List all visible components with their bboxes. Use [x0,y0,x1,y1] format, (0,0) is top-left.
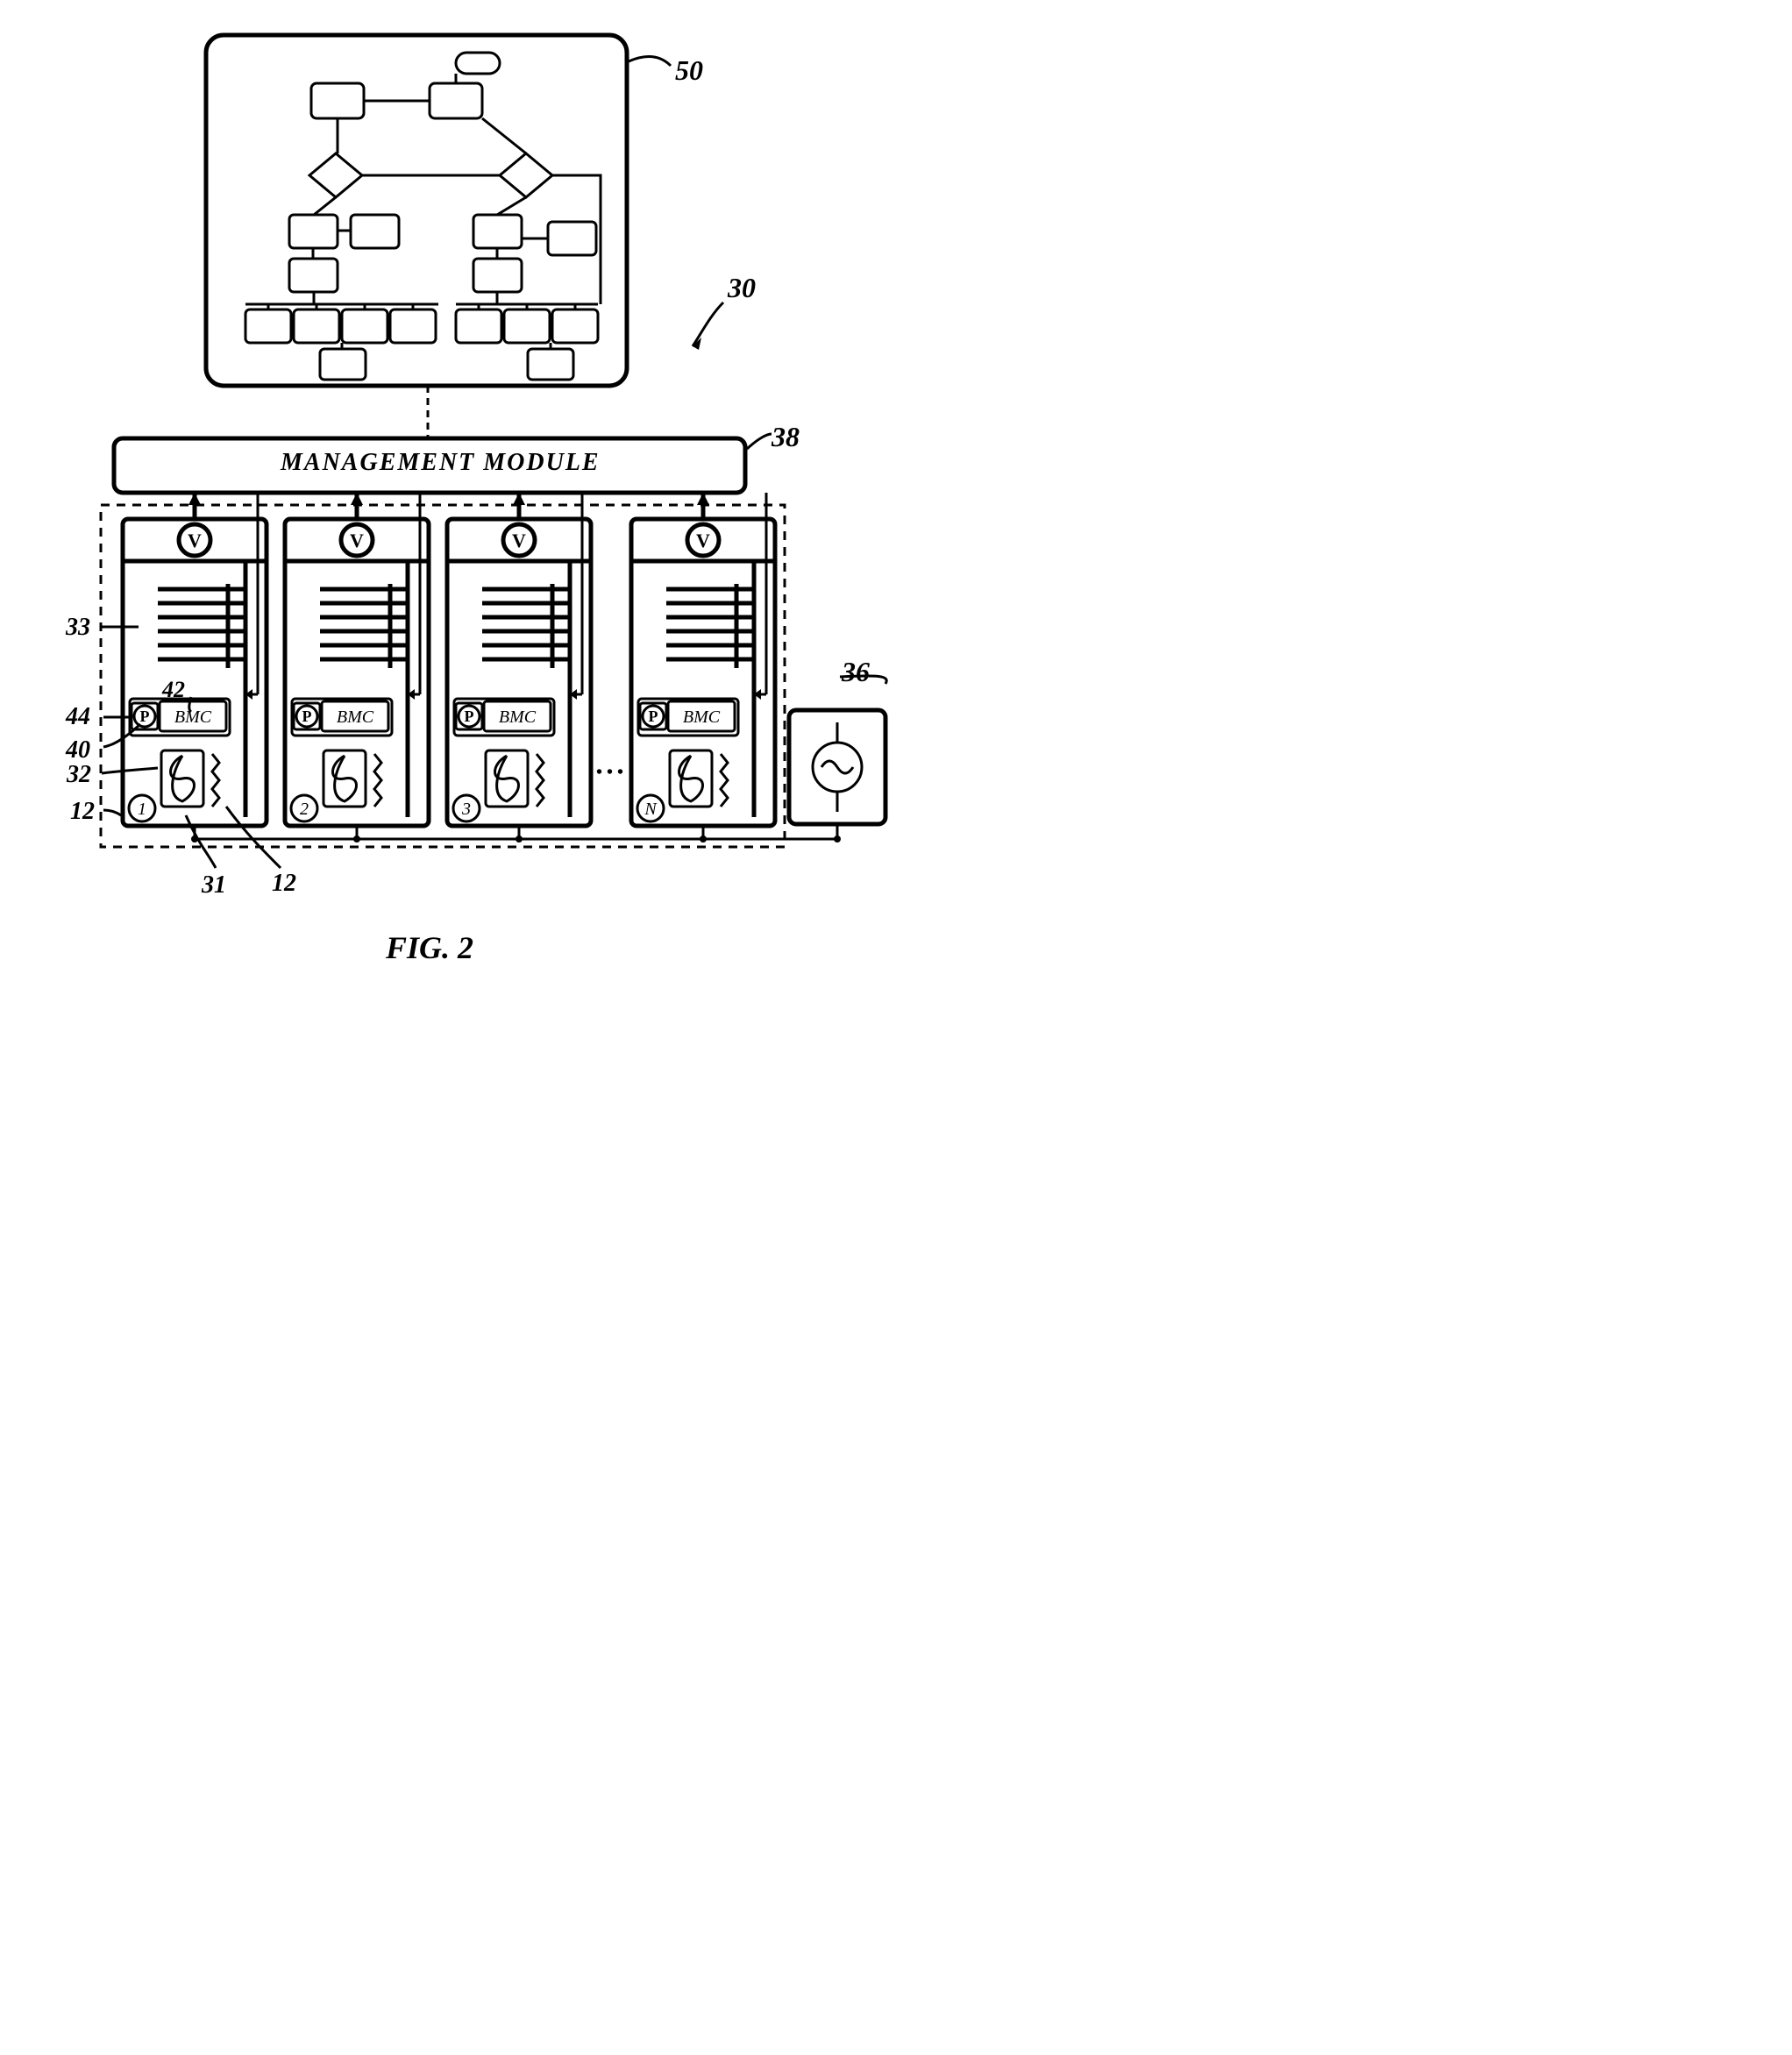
ref-38: 38 [772,421,800,453]
svg-text:P: P [465,708,474,725]
flowchart [245,53,601,380]
svg-text:P: P [649,708,658,725]
svg-text:P: P [140,708,150,725]
leader-30 [693,302,723,346]
ref-30: 30 [728,272,756,304]
ref-32: 32 [67,761,91,789]
svg-text:N: N [644,800,658,819]
v-meter: V [341,524,373,556]
figure-caption: FIG. 2 [386,929,473,966]
svg-text:P: P [302,708,312,725]
leader-38 [747,434,772,449]
v-meter: V [687,524,719,556]
fan [486,750,528,807]
resistor [212,754,219,807]
heatsink [158,584,245,668]
server-3: V P BMC 3 [447,493,591,843]
resistor [537,754,544,807]
ref-36: 36 [842,656,870,688]
svg-text:BMC: BMC [174,708,212,727]
fan [324,750,366,807]
resistor [721,754,728,807]
fan [670,750,712,807]
svg-text:V: V [696,530,710,551]
v-meter: V [503,524,535,556]
controller-box [206,35,627,386]
ref-42: 42 [162,677,185,703]
ellipsis: • • • [596,763,623,783]
mgmt-label: MANAGEMENT MODULE [281,449,601,477]
svg-text:BMC: BMC [337,708,374,727]
ref-50: 50 [675,54,703,87]
ref-12b: 12 [272,870,296,898]
heatsink [666,584,754,668]
server-N: V P BMC N [631,493,775,843]
heatsink [320,584,408,668]
svg-text:3: 3 [461,800,471,819]
leader-50 [629,57,671,66]
ref-12: 12 [70,798,95,826]
ref-33: 33 [66,614,90,642]
svg-text:V: V [512,530,526,551]
v-meter: V [179,524,210,556]
server-2: V P BMC 2 [285,493,429,843]
heatsink [482,584,570,668]
svg-text:2: 2 [300,800,309,819]
svg-text:V: V [188,530,202,551]
ref-31: 31 [202,871,226,900]
resistor [374,754,381,807]
ref-44: 44 [66,703,90,731]
svg-text:BMC: BMC [683,708,721,727]
fan [161,750,203,807]
server-1: V P BMC 1 [123,493,267,843]
svg-text:V: V [350,530,364,551]
svg-text:BMC: BMC [499,708,537,727]
svg-text:1: 1 [138,800,146,819]
